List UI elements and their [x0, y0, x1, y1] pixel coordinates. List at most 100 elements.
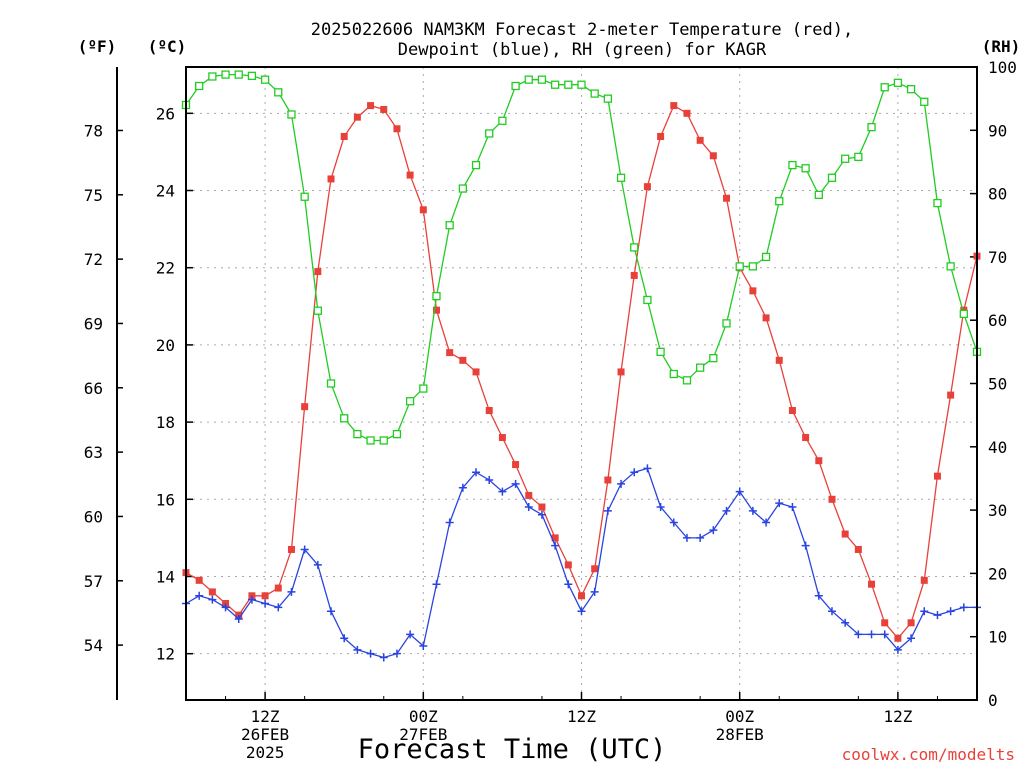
temperature-point	[815, 457, 823, 465]
rh-point	[906, 85, 916, 94]
temperature-point	[868, 580, 876, 588]
rh-point	[405, 397, 415, 406]
dewpoint-point	[511, 479, 520, 488]
temperature-point	[353, 113, 361, 121]
rh-point	[854, 152, 863, 162]
dewpoint-point	[379, 653, 388, 662]
rh-point	[867, 122, 876, 132]
rh-point	[326, 379, 336, 388]
dewpoint-point	[722, 506, 731, 515]
rh-point	[682, 376, 692, 385]
temperature-point	[591, 565, 599, 573]
temperature-point	[696, 136, 704, 144]
celsius-tick-label: 14	[156, 567, 175, 586]
rh-tick-label: 20	[988, 564, 1007, 583]
dewpoint-point	[827, 607, 836, 616]
time-tick-label: 2025	[246, 743, 285, 762]
temperature-point	[933, 472, 941, 480]
rh-point	[643, 295, 652, 305]
fahrenheit-tick-label: 66	[84, 379, 103, 398]
temperature-point	[841, 530, 849, 538]
rh-point	[287, 110, 296, 119]
time-tick-label: 12Z	[251, 707, 280, 726]
temperature-point	[512, 461, 520, 469]
dewpoint-point	[485, 475, 494, 484]
celsius-axis-label: (ºC)	[148, 37, 187, 56]
rh-point	[419, 384, 428, 393]
dewpoint-point	[195, 591, 204, 600]
dewpoint-point	[748, 506, 757, 515]
dewpoint-point	[867, 630, 876, 639]
dewpoint-point	[841, 618, 850, 627]
rh-point	[748, 262, 758, 271]
dewpoint-point	[537, 510, 546, 519]
dewpoint-point	[432, 580, 441, 589]
dewpoint-point	[933, 611, 942, 620]
dewpoint-point	[643, 464, 652, 473]
rh-series	[181, 70, 982, 445]
dewpoint-point	[261, 599, 270, 608]
temperature-point	[406, 171, 414, 179]
temperature-point	[604, 476, 612, 484]
temperature-point	[788, 407, 796, 415]
rh-point	[353, 429, 362, 439]
dewpoint-point	[564, 580, 573, 589]
rh-point	[432, 291, 441, 301]
rh-point	[933, 198, 942, 208]
temperature-point	[578, 592, 585, 600]
temperature-point	[723, 194, 731, 202]
rh-point	[788, 160, 797, 170]
rh-point	[274, 88, 283, 97]
fahrenheit-tick-label: 72	[84, 250, 103, 269]
temperature-point	[498, 434, 506, 442]
temperature-point	[643, 183, 651, 191]
rh-point	[841, 154, 850, 163]
time-tick-label: 12Z	[883, 707, 912, 726]
dewpoint-point	[920, 607, 929, 616]
temperature-point	[907, 619, 915, 627]
celsius-tick-label: 12	[156, 645, 175, 664]
rh-tick-label: 90	[988, 121, 1007, 140]
dewpoint-point	[287, 587, 296, 596]
rh-point	[260, 75, 270, 84]
celsius-tick-label: 22	[156, 259, 175, 278]
temperature-point	[208, 588, 216, 596]
dewpoint-point	[762, 518, 771, 527]
rh-point	[616, 173, 626, 182]
rh-point	[709, 354, 718, 363]
x-axis-title: Forecast Time (UTC)	[358, 734, 667, 765]
dewpoint-point	[907, 634, 916, 643]
temperature-point	[419, 206, 427, 214]
dewpoint-point	[234, 614, 243, 623]
dewpoint-point	[577, 607, 586, 616]
dewpoint-point	[669, 518, 678, 527]
temperature-point	[709, 152, 717, 160]
time-tick-label: 27FEB	[399, 725, 447, 744]
rh-tick-label: 30	[988, 501, 1007, 520]
rh-point	[564, 80, 573, 89]
chart-title-line2: Dewpoint (blue), RH (green) for KAGR	[398, 40, 767, 60]
dewpoint-point	[208, 595, 217, 604]
rh-point	[590, 89, 599, 98]
fahrenheit-tick-label: 57	[84, 572, 103, 591]
temperature-point	[947, 391, 955, 399]
rh-point	[722, 319, 731, 328]
temperature-point	[683, 109, 691, 117]
rh-point	[669, 369, 678, 379]
dewpoint-point	[406, 630, 415, 639]
celsius-tick-label: 26	[156, 104, 175, 123]
chart-title-line1: 2025022606 NAM3KM Forecast 2-meter Tempe…	[311, 20, 853, 40]
time-tick-label: 28FEB	[716, 725, 764, 744]
temperature-point	[762, 314, 770, 322]
rh-tick-label: 70	[988, 248, 1007, 267]
rh-point	[313, 306, 322, 315]
rh-point	[959, 309, 968, 319]
fahrenheit-tick-label: 60	[84, 507, 103, 526]
rh-point	[300, 192, 309, 201]
rh-point	[630, 243, 639, 252]
dewpoint-point	[247, 595, 256, 604]
dewpoint-point	[788, 503, 797, 512]
rh-tick-label: 40	[988, 438, 1007, 457]
temperature-point	[327, 175, 335, 183]
